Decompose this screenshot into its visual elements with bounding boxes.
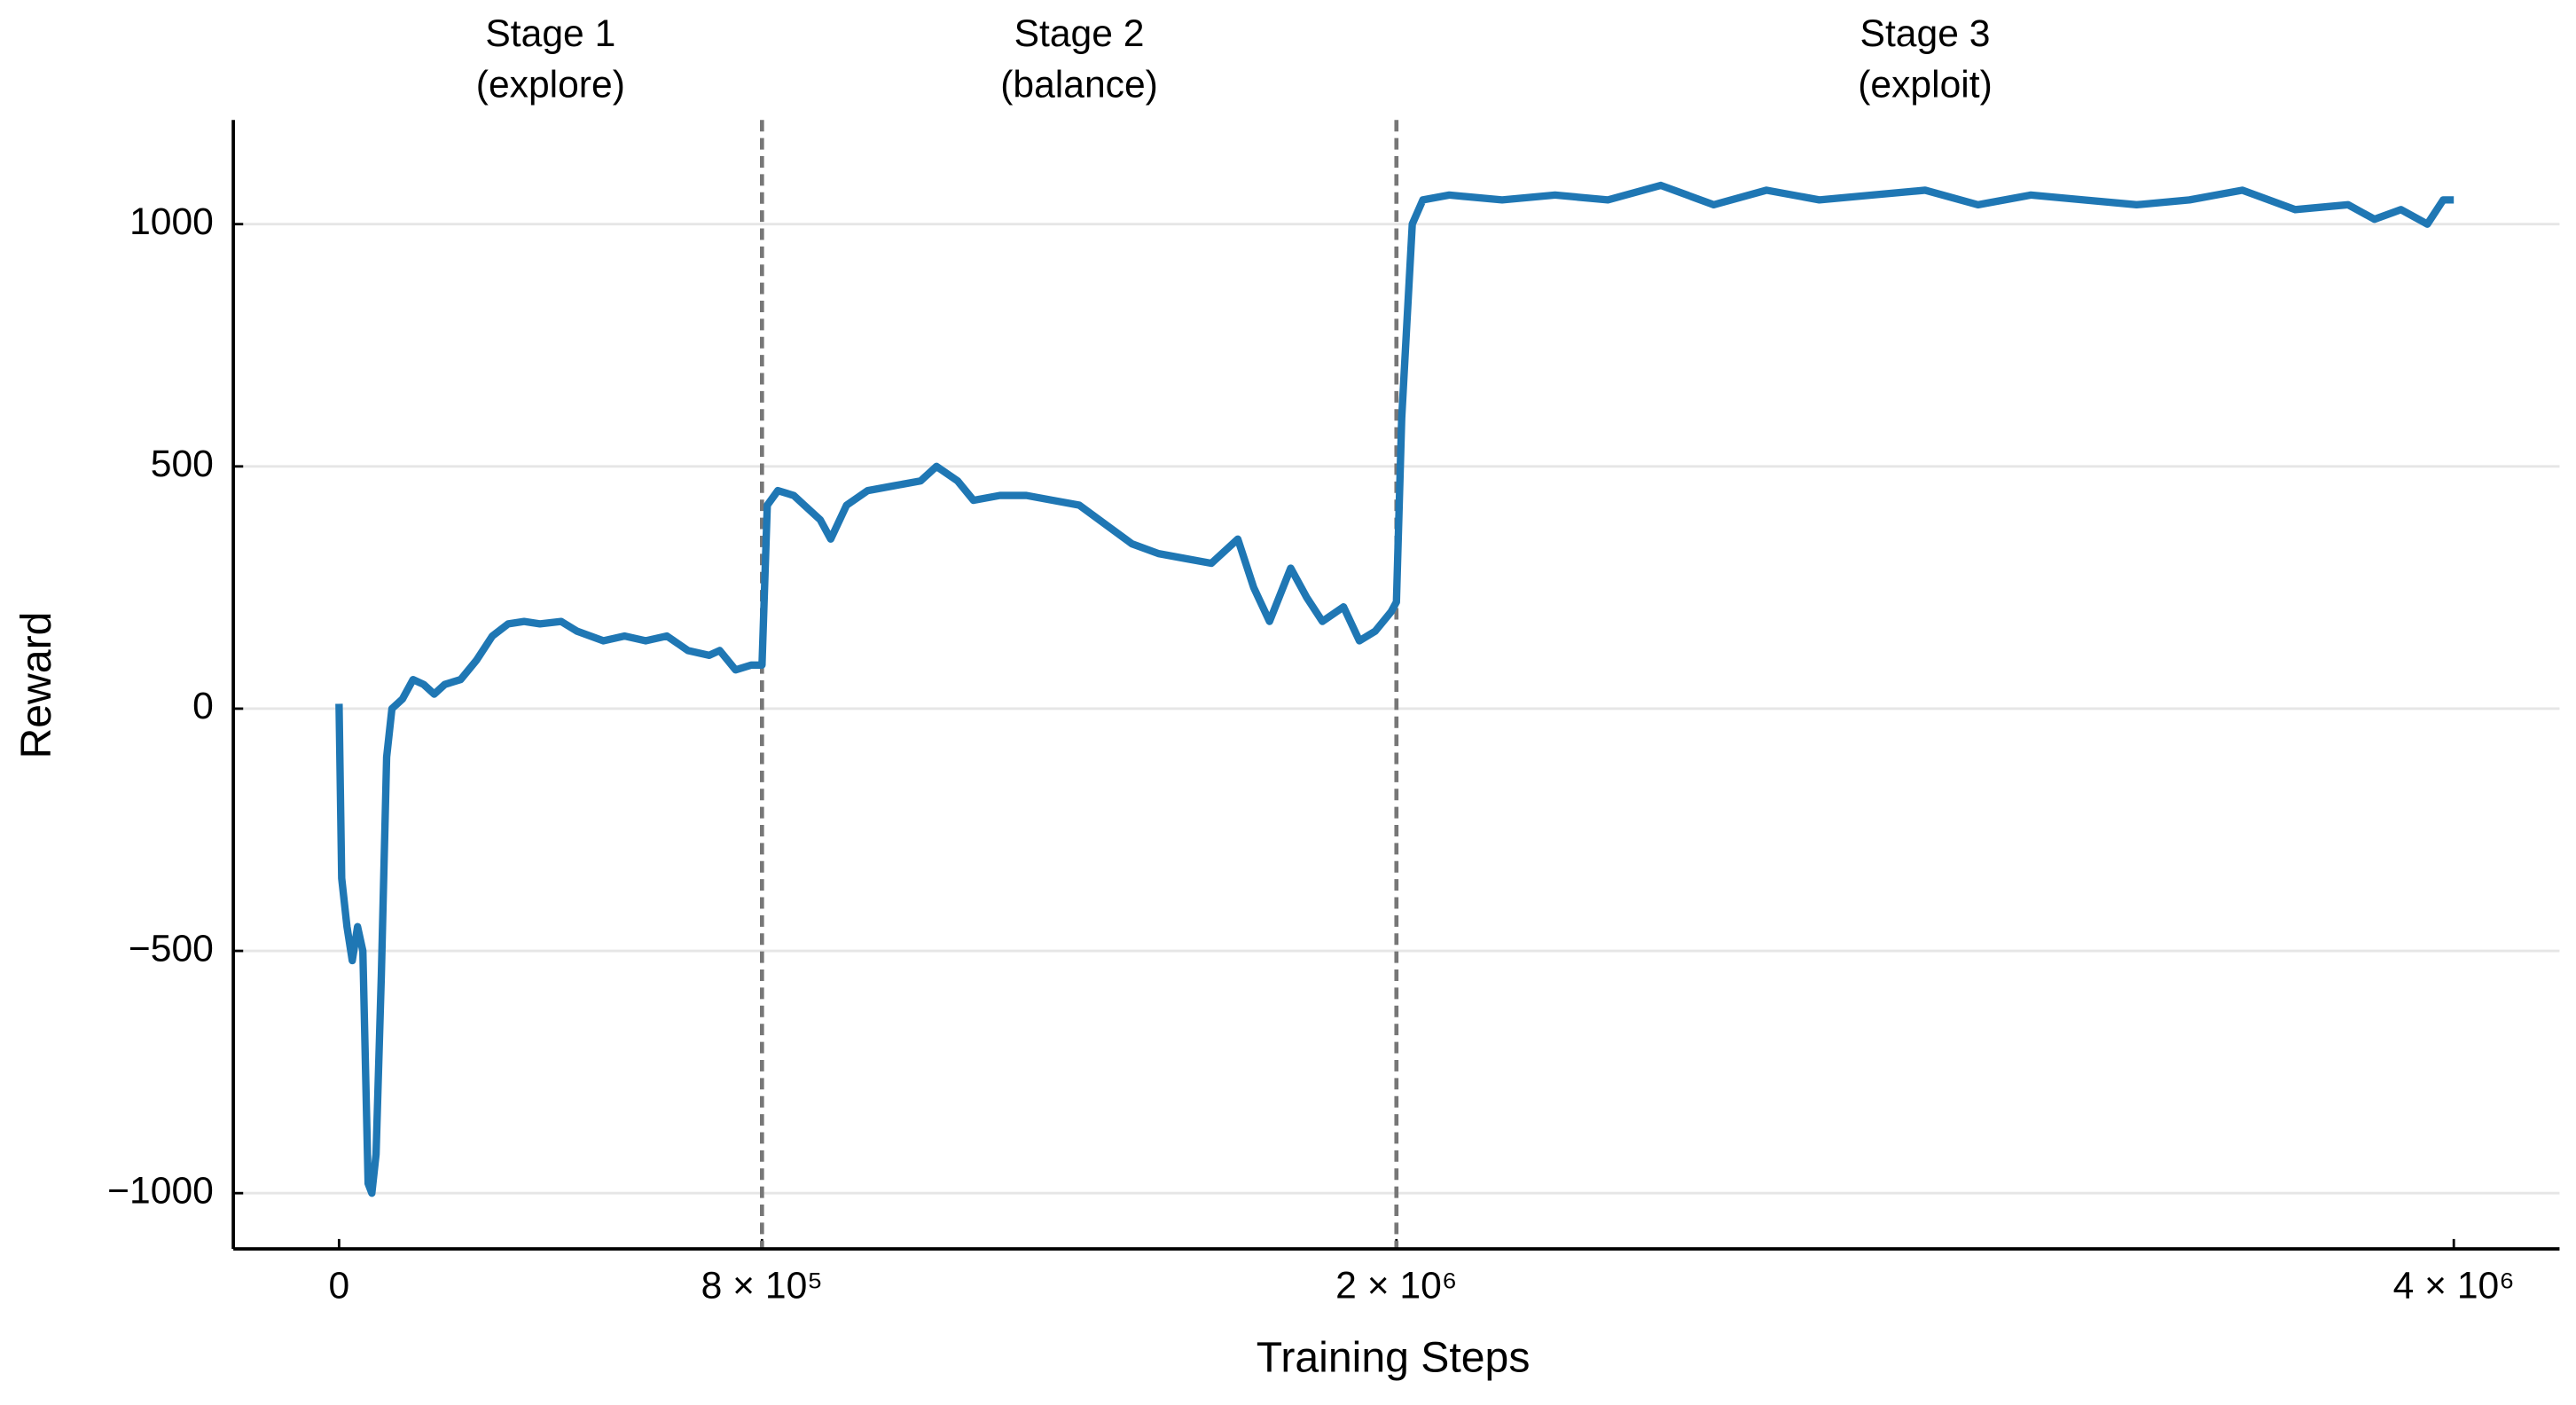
x-tick-label: 8 × 10⁵ [701,1265,823,1307]
stage-label: Stage 2 [1014,12,1145,55]
x-tick-label: 2 × 10⁶ [1335,1265,1457,1307]
line-series [335,181,2455,1197]
stage-sublabel: (exploit) [1858,63,1993,106]
y-tick-label: −500 [129,927,214,969]
stage-sublabel: (explore) [476,63,625,106]
y-tick-label: 500 [151,443,214,485]
stage-label: Stage 3 [1860,12,1991,55]
x-axis-label: Training Steps [1257,1334,1531,1382]
y-tick-label: 0 [192,685,214,727]
x-tick-label: 4 × 10⁶ [2393,1265,2515,1307]
x-tick-label: 0 [329,1265,350,1307]
y-tick-label: −1000 [107,1169,214,1212]
stage-sublabel: (balance) [1000,63,1158,106]
stage-label: Stage 1 [485,12,615,55]
y-tick-label: 1000 [129,200,214,243]
y-axis-label: Reward [12,612,60,759]
